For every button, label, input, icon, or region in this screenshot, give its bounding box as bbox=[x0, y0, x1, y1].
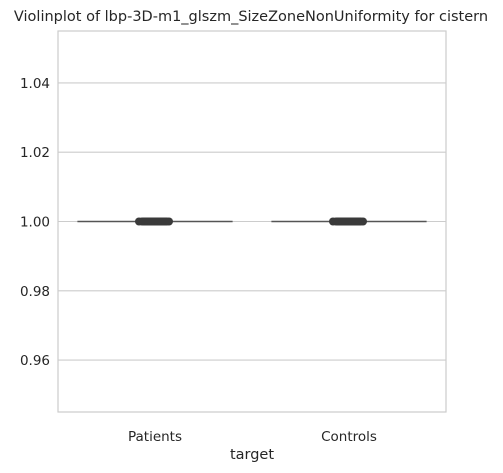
x-tick-label-patients: Patients bbox=[128, 429, 182, 445]
y-tick-label: 0.98 bbox=[20, 284, 50, 300]
y-tick-label: 1.04 bbox=[20, 76, 50, 92]
y-axis-ticks: 0.96 0.98 1.00 1.02 1.04 bbox=[20, 76, 50, 369]
violin-marks bbox=[77, 217, 427, 226]
y-tick-label: 0.96 bbox=[20, 353, 50, 369]
plot-area-frame bbox=[57, 30, 447, 413]
x-axis-ticks: Patients Controls bbox=[128, 429, 377, 445]
chart-title: Violinplot of lbp-3D-m1_glszm_SizeZoneNo… bbox=[14, 9, 488, 25]
data-point bbox=[165, 217, 173, 226]
data-point bbox=[359, 217, 367, 226]
y-tick-label: 1.00 bbox=[20, 215, 50, 231]
y-tick-label: 1.02 bbox=[20, 145, 50, 161]
x-tick-label-controls: Controls bbox=[321, 429, 377, 445]
x-axis-label: target bbox=[230, 447, 274, 463]
